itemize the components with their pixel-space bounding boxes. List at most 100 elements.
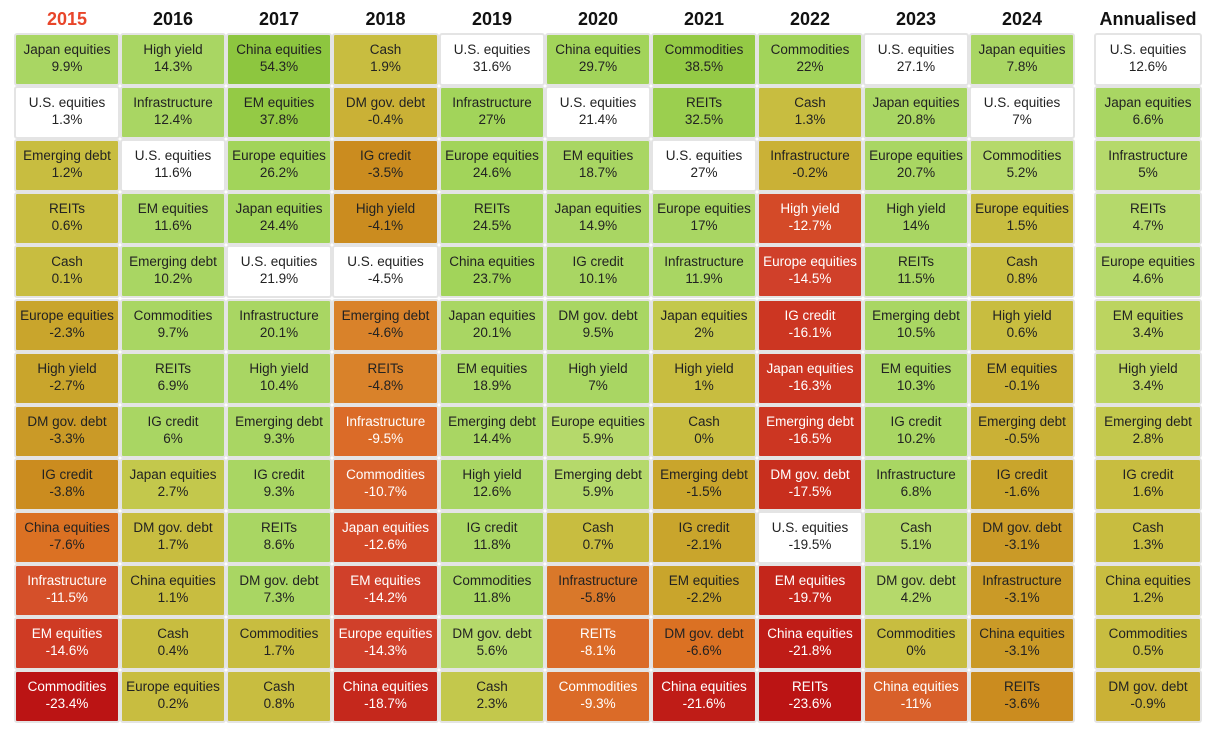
return-cell: Emerging debt 9.3% <box>226 404 332 458</box>
asset-class-label: EM equities <box>350 573 421 588</box>
return-value: 11.9% <box>685 271 723 287</box>
return-cell: Japan equities 7.8% <box>969 33 1075 86</box>
return-cell: Europe equities 1.5% <box>969 192 1075 246</box>
return-cell: DM gov. debt 1.7% <box>120 510 226 564</box>
return-cell: Commodities -10.7% <box>332 457 439 511</box>
return-cell: REITs 4.7% <box>1094 192 1202 246</box>
return-value: -9.5% <box>367 430 404 446</box>
return-value: 22% <box>796 59 824 74</box>
return-cell: DM gov. debt 4.2% <box>863 564 969 617</box>
asset-class-label: High yield <box>37 360 97 376</box>
return-value: 21.4% <box>578 112 618 128</box>
return-cell: China equities -18.7% <box>332 670 439 724</box>
asset-class-label: Emerging debt <box>235 413 323 429</box>
return-cell: U.S. equities -19.5% <box>757 510 863 564</box>
asset-class-label: High yield <box>143 42 203 57</box>
return-value: 0% <box>694 430 714 446</box>
asset-class-label: China equities <box>236 42 322 57</box>
asset-class-label: Commodities <box>558 679 638 695</box>
return-value: 7.8% <box>1006 59 1038 74</box>
asset-class-label: Infrastructure <box>770 148 850 164</box>
return-value: 37.8% <box>259 112 299 128</box>
asset-class-label: U.S. equities <box>771 519 849 535</box>
asset-class-label: Europe equities <box>338 626 433 642</box>
asset-class-label: Cash <box>1006 254 1038 270</box>
asset-class-label: DM gov. debt <box>876 573 956 588</box>
asset-class-label: EM equities <box>1112 307 1184 323</box>
asset-class-label: Europe equities <box>763 254 857 270</box>
asset-class-label: Commodities <box>876 626 956 642</box>
asset-class-label: Japan equities <box>1104 95 1192 111</box>
return-cell: Infrastructure -5.8% <box>545 564 651 617</box>
return-cell: Europe equities 26.2% <box>226 139 332 193</box>
return-value: -11% <box>900 696 932 712</box>
return-value: 20.1% <box>259 324 299 340</box>
asset-class-label: Emerging debt <box>872 307 960 323</box>
asset-class-label: Cash <box>369 42 402 57</box>
column-header-2020: 2020 <box>577 9 619 29</box>
asset-class-label: EM equities <box>456 360 528 376</box>
asset-class-label: Europe equities <box>20 307 114 323</box>
return-value: -2.3% <box>49 324 85 340</box>
return-cell: Cash 1.3% <box>757 86 863 140</box>
return-cell: EM equities 37.8% <box>226 86 332 140</box>
asset-class-label: DM gov. debt <box>664 626 744 642</box>
return-cell: China equities 1.2% <box>1094 564 1202 617</box>
return-value: -14.3% <box>364 643 407 659</box>
return-cell: Japan equities 9.9% <box>14 33 120 86</box>
return-cell: Japan equities 20.1% <box>439 298 545 352</box>
return-cell: Emerging debt -1.5% <box>651 457 757 511</box>
asset-class-label: IG credit <box>41 466 93 482</box>
return-value: 6% <box>163 430 183 446</box>
asset-class-label: EM equities <box>774 573 846 588</box>
asset-class-label: High yield <box>249 360 309 376</box>
return-cell: IG credit 11.8% <box>439 510 545 564</box>
asset-class-label: China equities <box>449 254 535 270</box>
return-cell: China equities 29.7% <box>545 33 651 86</box>
return-value: -0.4% <box>367 112 404 128</box>
column-header-annualised: Annualised <box>1099 9 1197 29</box>
return-cell: Infrastructure 11.9% <box>651 245 757 299</box>
return-cell: China equities -3.1% <box>969 617 1075 671</box>
return-cell: Infrastructure -0.2% <box>757 139 863 193</box>
return-cell: Infrastructure 12.4% <box>120 86 226 140</box>
return-value: 1.9% <box>370 59 401 74</box>
return-cell: Cash 0.7% <box>545 510 651 564</box>
return-cell: Infrastructure -3.1% <box>969 564 1075 617</box>
return-value: 1.1% <box>157 590 189 605</box>
return-value: 1.3% <box>1132 536 1164 552</box>
asset-class-label: REITs <box>685 95 722 111</box>
asset-class-label: IG credit <box>996 466 1048 482</box>
return-cell: Commodities 9.7% <box>120 298 226 352</box>
return-value: 27% <box>690 165 718 181</box>
return-value: 12.6% <box>472 483 512 499</box>
return-cell: China equities -21.8% <box>757 617 863 671</box>
return-cell: Emerging debt 1.2% <box>14 139 120 193</box>
asset-class-label: U.S. equities <box>134 148 212 164</box>
return-value: 5.2% <box>1006 165 1038 181</box>
column-header-2017: 2017 <box>258 9 300 29</box>
asset-class-label: High yield <box>568 360 628 376</box>
return-cell: Cash 1.9% <box>332 33 439 86</box>
return-value: 12.6% <box>1128 59 1168 74</box>
return-cell: REITs 8.6% <box>226 510 332 564</box>
return-value: 6.6% <box>1132 112 1164 128</box>
return-cell: Emerging debt 10.2% <box>120 245 226 299</box>
return-value: -21.6% <box>682 696 726 712</box>
return-value: -7.6% <box>49 536 85 552</box>
return-value: -12.7% <box>788 218 832 234</box>
return-value: 14% <box>902 218 930 234</box>
asset-class-label: Japan equities <box>872 95 960 111</box>
asset-class-label: High yield <box>355 201 416 217</box>
return-cell: Infrastructure 6.8% <box>863 457 969 511</box>
return-cell: Infrastructure -11.5% <box>14 564 120 617</box>
asset-class-label: IG credit <box>147 413 199 429</box>
return-cell: EM equities 11.6% <box>120 192 226 246</box>
return-value: 1.3% <box>794 112 826 128</box>
asset-class-label: China equities <box>342 679 429 695</box>
asset-class-label: Emerging debt <box>448 413 536 429</box>
return-value: -17.5% <box>788 483 832 499</box>
return-cell: China equities -7.6% <box>14 510 120 564</box>
return-cell: Commodities 38.5% <box>651 33 757 86</box>
asset-class-label: EM equities <box>243 95 315 111</box>
